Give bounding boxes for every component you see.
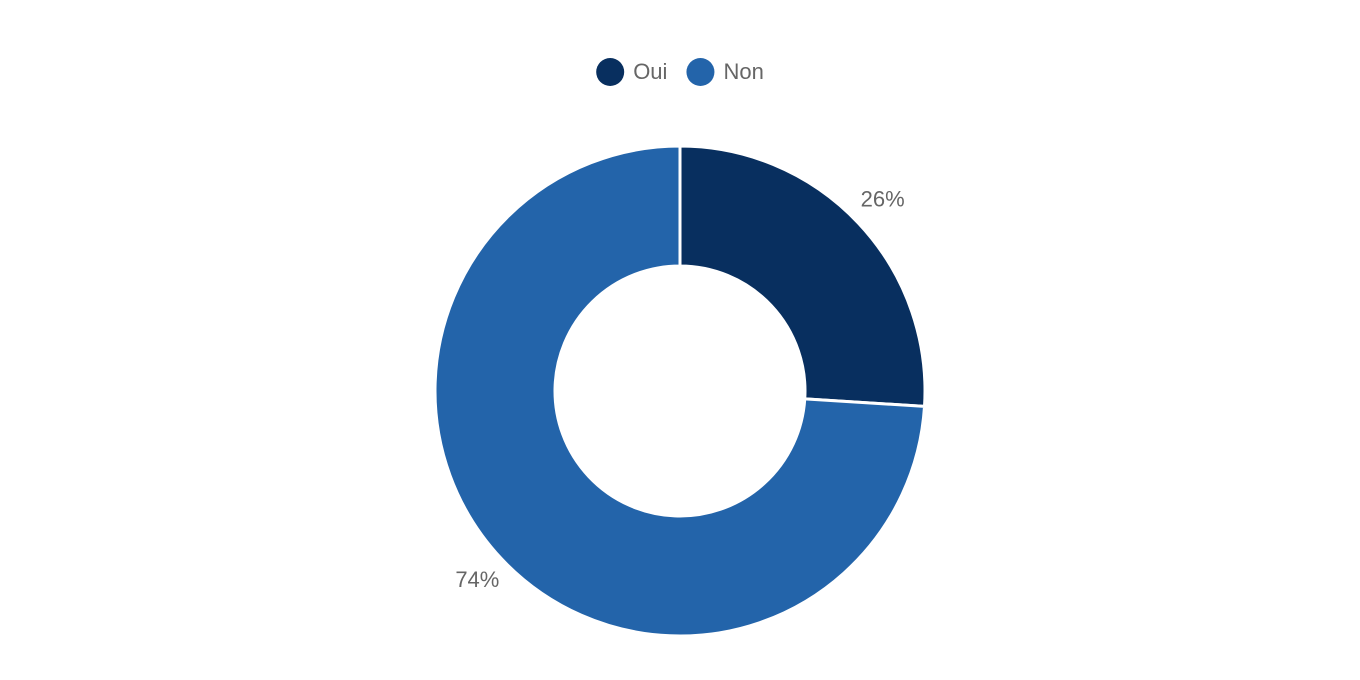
donut-slice (433, 144, 927, 638)
value-label: 26% (861, 187, 905, 212)
value-label: 74% (455, 567, 499, 592)
value-labels: 26% 74% (455, 187, 904, 593)
legend: Oui Non (596, 58, 764, 86)
donut (433, 144, 927, 638)
legend-label: Non (723, 59, 763, 84)
donut-slice (678, 144, 927, 408)
legend-swatch (686, 58, 715, 86)
legend-label: Oui (633, 59, 667, 84)
legend-swatch (596, 58, 625, 86)
